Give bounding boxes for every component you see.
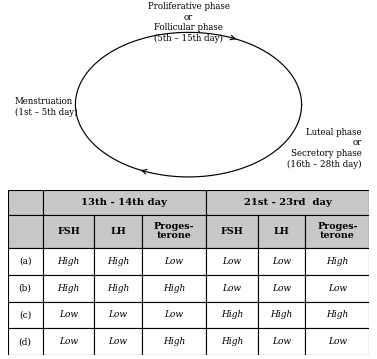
Text: FSH: FSH	[221, 227, 243, 236]
Bar	[43, 248, 94, 275]
Bar	[8, 275, 43, 302]
Text: Low: Low	[272, 284, 291, 293]
Text: High: High	[163, 337, 185, 346]
Bar	[258, 302, 305, 328]
Bar	[94, 248, 142, 275]
Bar	[8, 328, 43, 355]
Bar	[142, 215, 206, 248]
Text: High: High	[221, 311, 243, 320]
Bar	[8, 215, 43, 248]
Text: Low: Low	[328, 284, 347, 293]
Bar	[8, 248, 43, 275]
Bar	[206, 275, 258, 302]
Bar	[206, 248, 258, 275]
Text: Low: Low	[222, 284, 242, 293]
Text: Low: Low	[272, 257, 291, 266]
Bar	[43, 302, 94, 328]
Text: Low: Low	[222, 257, 242, 266]
Bar	[94, 215, 142, 248]
Text: Low: Low	[59, 337, 78, 346]
Bar	[94, 302, 142, 328]
Bar	[305, 275, 369, 302]
Bar	[94, 328, 142, 355]
Bar	[305, 215, 369, 248]
Bar	[258, 328, 305, 355]
Bar	[258, 275, 305, 302]
Bar	[43, 190, 206, 215]
Bar	[8, 190, 43, 215]
Text: Low: Low	[109, 311, 128, 320]
Bar	[305, 248, 369, 275]
Bar	[43, 215, 94, 248]
Bar	[43, 328, 94, 355]
Bar	[142, 302, 206, 328]
Text: High: High	[221, 337, 243, 346]
Bar	[206, 302, 258, 328]
Bar	[43, 275, 94, 302]
Bar	[258, 248, 305, 275]
Text: LH: LH	[274, 227, 290, 236]
Bar	[258, 215, 305, 248]
Text: (d): (d)	[19, 337, 32, 346]
Text: (b): (b)	[19, 284, 32, 293]
Text: Proges-
terone: Proges- terone	[154, 222, 194, 241]
Bar	[142, 328, 206, 355]
Bar	[206, 190, 369, 215]
Bar	[142, 248, 206, 275]
Text: Proliferative phase
or
Follicular phase
(5th – 15th day): Proliferative phase or Follicular phase …	[147, 2, 230, 43]
Bar	[142, 275, 206, 302]
Text: Low: Low	[109, 337, 128, 346]
Bar	[94, 275, 142, 302]
Text: LH: LH	[110, 227, 126, 236]
Text: Proges-
terone: Proges- terone	[317, 222, 358, 241]
Text: High: High	[57, 257, 80, 266]
Text: Low: Low	[164, 257, 184, 266]
Text: High: High	[107, 257, 129, 266]
Text: Low: Low	[59, 311, 78, 320]
Bar	[305, 328, 369, 355]
Text: High: High	[57, 284, 80, 293]
Text: Low: Low	[272, 337, 291, 346]
Text: High: High	[270, 311, 293, 320]
Text: Low: Low	[328, 337, 347, 346]
Text: High: High	[163, 284, 185, 293]
Text: High: High	[326, 311, 348, 320]
Text: High: High	[107, 284, 129, 293]
Text: FSH: FSH	[57, 227, 80, 236]
Text: 21st - 23rd  day: 21st - 23rd day	[244, 198, 332, 207]
Text: Menstruation
(1st – 5th day): Menstruation (1st – 5th day)	[15, 97, 78, 117]
Text: 13th - 14th day: 13th - 14th day	[81, 198, 167, 207]
Text: Low: Low	[164, 311, 184, 320]
Bar	[206, 215, 258, 248]
Text: (c): (c)	[19, 311, 31, 320]
Text: (a): (a)	[19, 257, 31, 266]
Text: High: High	[326, 257, 348, 266]
Bar	[305, 302, 369, 328]
Bar	[8, 302, 43, 328]
Text: Luteal phase
or
Secretory phase
(16th – 28th day): Luteal phase or Secretory phase (16th – …	[287, 128, 362, 169]
Bar	[206, 328, 258, 355]
